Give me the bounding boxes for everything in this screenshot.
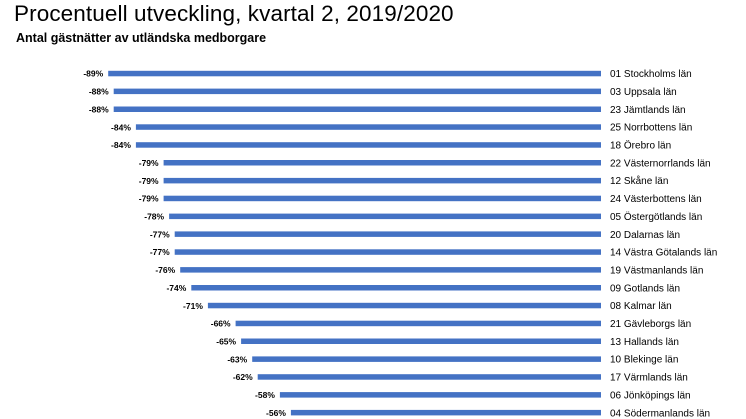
- bar: [191, 285, 602, 291]
- value-label: -88%: [89, 87, 109, 97]
- bars-group: [108, 70, 602, 416]
- value-labels-group: -89%-88%-88%-84%-84%-79%-79%-79%-78%-77%…: [83, 69, 286, 418]
- category-label: 10 Blekinge län: [610, 355, 678, 366]
- value-label: -79%: [139, 158, 159, 168]
- value-label: -58%: [255, 390, 275, 400]
- category-label: 13 Hallands län: [610, 337, 679, 348]
- value-label: -77%: [150, 229, 170, 239]
- value-label: -79%: [139, 194, 159, 204]
- category-label: 18 Örebro län: [610, 140, 671, 152]
- bar: [257, 374, 601, 380]
- category-label: 09 Gotlands län: [610, 283, 680, 294]
- bar: [279, 392, 601, 398]
- bar: [235, 320, 601, 327]
- bar: [163, 177, 601, 184]
- value-label: -78%: [144, 212, 164, 222]
- value-label: -63%: [227, 354, 247, 364]
- category-label: 05 Östergötlands län: [610, 211, 702, 223]
- category-label: 22 Västernorrlands län: [610, 158, 711, 169]
- category-label: 21 Gävleborgs län: [610, 319, 691, 330]
- bar: [290, 409, 601, 416]
- value-label: -77%: [150, 247, 170, 257]
- bar: [207, 302, 601, 309]
- bar: [163, 160, 601, 166]
- value-label: -71%: [183, 301, 203, 311]
- category-label: 19 Västmanlands län: [610, 266, 703, 277]
- value-label: -84%: [111, 122, 131, 132]
- bar: [169, 213, 601, 220]
- bar: [252, 356, 601, 362]
- value-label: -76%: [155, 265, 175, 275]
- bar: [113, 88, 601, 95]
- category-label: 06 Jönköpings län: [610, 390, 691, 401]
- category-label: 14 Västra Götalands län: [610, 248, 717, 259]
- chart-title: Procentuell utveckling, kvartal 2, 2019/…: [14, 1, 454, 26]
- value-label: -74%: [166, 283, 186, 293]
- bar: [113, 106, 601, 112]
- value-label: -79%: [139, 176, 159, 186]
- bar: [174, 231, 601, 237]
- category-label: 17 Värmlands län: [610, 373, 688, 384]
- value-label: -65%: [216, 336, 236, 346]
- bar: [108, 70, 601, 77]
- category-label: 08 Kalmar län: [610, 301, 672, 312]
- bar: [135, 142, 601, 148]
- bar: [163, 195, 601, 202]
- value-label: -89%: [83, 69, 103, 79]
- value-label: -88%: [89, 104, 109, 114]
- chart-subtitle: Antal gästnätter av utländska medborgare: [16, 31, 267, 45]
- bar: [241, 338, 601, 344]
- bar: [174, 249, 601, 255]
- value-label: -56%: [266, 408, 286, 418]
- category-label: 03 Uppsala län: [610, 87, 677, 98]
- value-label: -62%: [233, 372, 253, 382]
- bar: [180, 267, 601, 273]
- category-label: 24 Västerbottens län: [610, 194, 702, 205]
- category-label: 04 Södermanlands län: [610, 408, 710, 419]
- category-label: 12 Skåne län: [610, 175, 668, 187]
- category-label: 25 Norrbottens län: [610, 123, 692, 134]
- category-label: 01 Stockholms län: [610, 69, 692, 80]
- category-label: 20 Dalarnas län: [610, 230, 680, 241]
- value-label: -66%: [211, 319, 231, 329]
- value-label: -84%: [111, 140, 131, 150]
- bar: [135, 124, 601, 130]
- category-label: 23 Jämtlands län: [610, 105, 686, 116]
- category-labels-group: 01 Stockholms län 03 Uppsala län 23 Jämtla…: [610, 69, 717, 419]
